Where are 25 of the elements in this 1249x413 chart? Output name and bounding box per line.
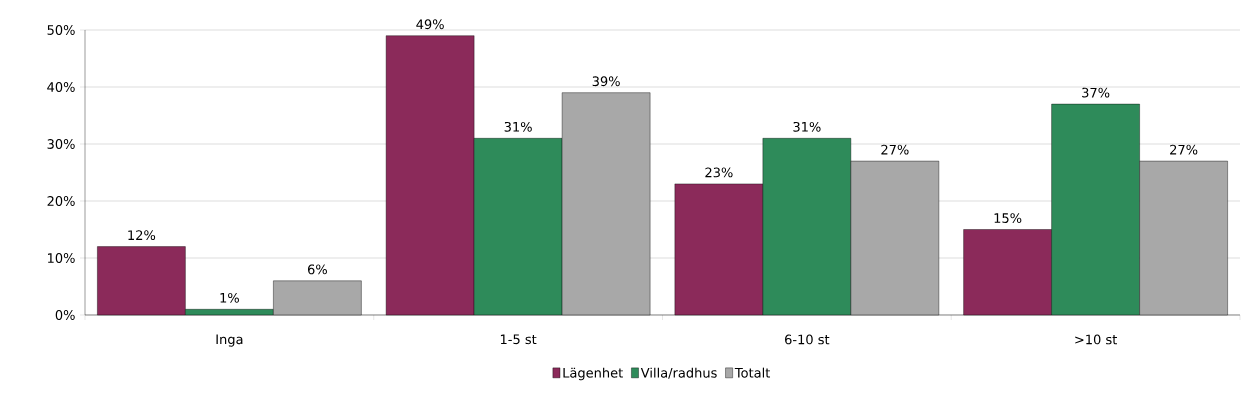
data-label: 12% — [128, 230, 156, 241]
x-tick-label: Inga — [216, 334, 243, 347]
data-label: 31% — [504, 121, 532, 132]
x-tick-label: >10 st — [1075, 334, 1117, 345]
legend-label: Lägenhet — [563, 367, 623, 381]
data-label: 1% — [220, 292, 239, 303]
y-tick-label: 20% — [47, 196, 75, 206]
data-label: 27% — [881, 144, 909, 155]
data-label: 39% — [592, 76, 620, 87]
data-label: 15% — [994, 213, 1022, 223]
data-label: 49% — [416, 19, 444, 30]
legend-label: Totalt — [734, 367, 771, 378]
y-tick-label: 40% — [47, 82, 75, 92]
data-label: 37% — [1082, 87, 1110, 98]
y-tick-label: 30% — [47, 139, 75, 149]
y-tick-label: 50% — [47, 25, 75, 35]
data-label: 6% — [307, 264, 327, 275]
y-tick-label: 10% — [48, 253, 75, 263]
data-label: 27% — [1170, 144, 1198, 155]
legend-label: Villa/radhus — [640, 367, 717, 379]
data-label: 23% — [705, 167, 733, 178]
x-tick-label: 1-5 st — [500, 334, 537, 345]
data-label: 31% — [793, 121, 821, 132]
y-tick-label: 0% — [55, 310, 75, 320]
x-tick-label: 6-10 st — [785, 334, 830, 345]
